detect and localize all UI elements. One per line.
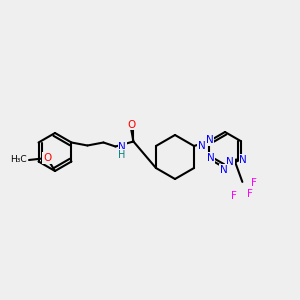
Text: F: F	[231, 191, 237, 201]
Text: H: H	[118, 149, 126, 160]
Text: N: N	[239, 155, 247, 165]
Text: N: N	[220, 165, 228, 175]
Text: F: F	[251, 178, 257, 188]
Text: O: O	[43, 153, 51, 163]
Text: N: N	[226, 157, 234, 167]
Text: N: N	[198, 141, 206, 151]
Text: N: N	[118, 142, 126, 152]
Text: N: N	[206, 153, 214, 163]
Text: H₃C: H₃C	[11, 155, 27, 164]
Text: O: O	[127, 119, 136, 130]
Text: F: F	[248, 189, 253, 199]
Text: N: N	[206, 135, 213, 145]
